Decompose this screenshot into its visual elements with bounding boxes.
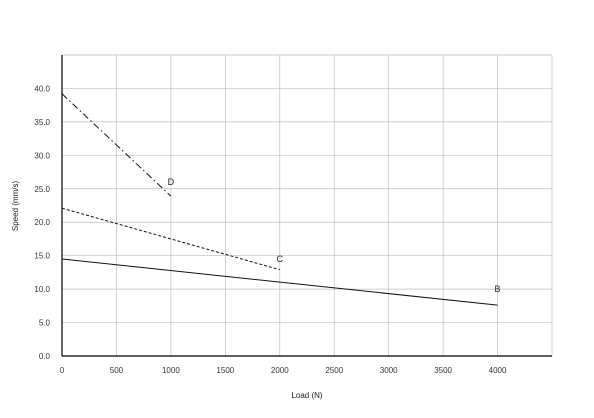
- x-tick-label: 1500: [216, 366, 234, 375]
- series-label-c: C: [277, 254, 284, 264]
- y-tick-label: 40.0: [34, 84, 50, 93]
- y-tick-label: 0.0: [39, 352, 51, 361]
- series-line-d: [61, 93, 172, 197]
- y-tick-label: 20.0: [34, 218, 50, 227]
- series-lines: [61, 93, 498, 306]
- x-tick-label: 3000: [380, 366, 398, 375]
- x-axis-label: Load (N): [291, 391, 322, 400]
- series-line-c: [61, 207, 280, 271]
- x-tick-label: 0: [60, 366, 65, 375]
- x-tick-label: 4000: [489, 366, 507, 375]
- y-tick-label: 15.0: [34, 252, 50, 261]
- y-tick-label: 35.0: [34, 118, 50, 127]
- y-tick-label: 10.0: [34, 285, 50, 294]
- y-axis-label: Speed (mm/s): [11, 181, 20, 232]
- x-tick-label: 500: [110, 366, 124, 375]
- y-tick-label: 30.0: [34, 151, 50, 160]
- x-tick-label: 2000: [271, 366, 289, 375]
- series-line-b: [61, 258, 498, 306]
- y-tick-label: 5.0: [39, 319, 51, 328]
- grid: [62, 54, 553, 356]
- axes: [61, 55, 552, 357]
- x-tick-label: 2500: [325, 366, 343, 375]
- y-axis-ticks: 0.0 5.0 10.0 15.0 20.0 25.0 30.0 35.0 40.0: [34, 84, 50, 361]
- x-axis-ticks: 0 500 1000 1500 2000 2500 3000 3500 4000: [60, 366, 507, 375]
- series-labels: D C B: [168, 177, 501, 294]
- x-tick-label: 3500: [434, 366, 452, 375]
- x-tick-label: 1000: [162, 366, 180, 375]
- series-label-d: D: [168, 177, 175, 187]
- series-label-b: B: [495, 284, 501, 294]
- y-tick-label: 25.0: [34, 185, 50, 194]
